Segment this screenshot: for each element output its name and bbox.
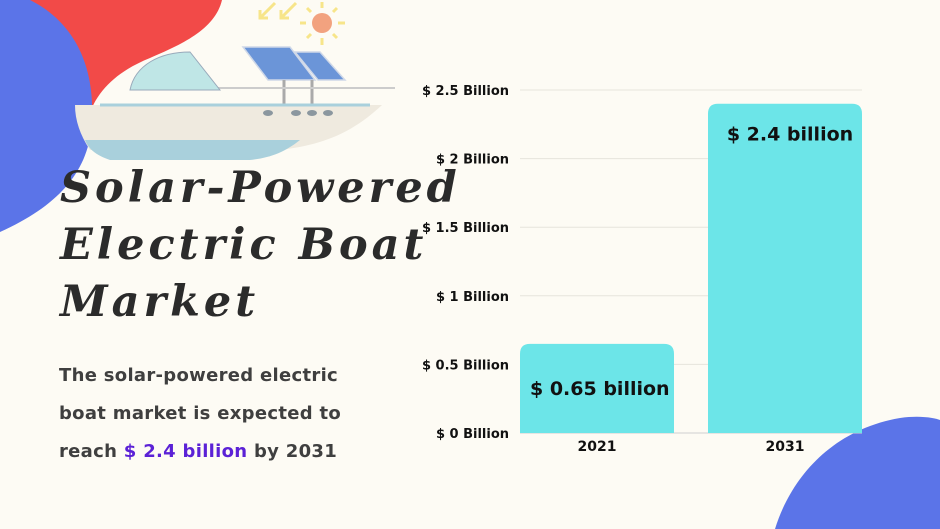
title-line-2: Electric Boat — [60, 220, 428, 270]
description: The solar-powered electric boat market i… — [59, 357, 379, 471]
y-tick-label: $ 2.5 Billion — [422, 84, 509, 99]
x-tick-label: 2021 — [578, 439, 617, 455]
bar-2031 — [708, 103, 862, 433]
bar-2021 — [520, 343, 674, 433]
y-tick-label: $ 0.5 Billion — [422, 358, 509, 373]
sun-icon — [300, 2, 345, 45]
data-label: $ 2.4 billion — [727, 124, 853, 146]
y-tick-label: $ 2 Billion — [436, 153, 509, 168]
page-title: Solar-Powered Electric Boat Market — [60, 160, 461, 331]
description-suffix: by 2031 — [253, 441, 338, 462]
solar-boat-illustration — [75, 46, 395, 160]
x-tick-label: 2031 — [766, 439, 805, 455]
sun-rays-arrows-icon — [258, 1, 298, 20]
y-tick-label: $ 1 Billion — [436, 290, 509, 305]
title-line-3: Market — [60, 277, 260, 327]
blue-blob-bottom-right — [775, 416, 940, 529]
title-line-1: Solar-Powered — [60, 163, 461, 213]
description-highlight: $ 2.4 billion — [123, 441, 248, 462]
y-tick-label: $ 0 Billion — [436, 427, 509, 442]
description-prefix: The solar-powered electric boat market i… — [59, 365, 342, 462]
y-tick-label: $ 1.5 Billion — [422, 221, 509, 236]
data-label: $ 0.65 billion — [530, 378, 670, 400]
blue-blob-left — [0, 0, 93, 232]
